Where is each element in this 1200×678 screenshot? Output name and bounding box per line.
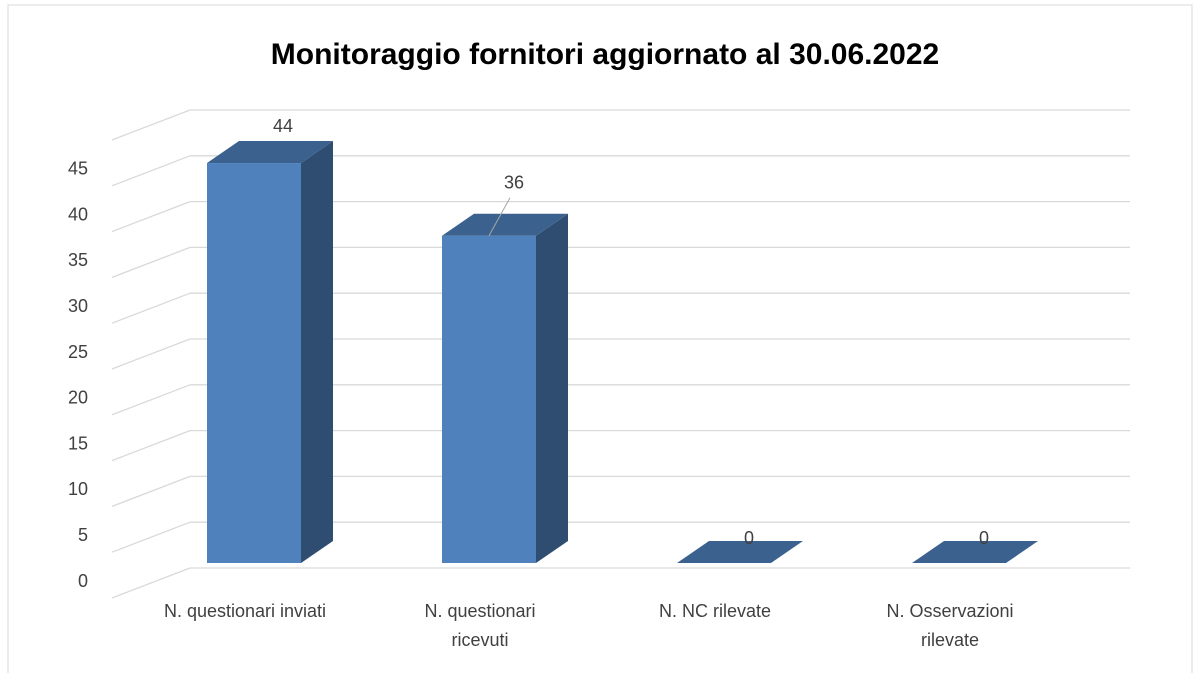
bar bbox=[912, 541, 1038, 563]
x-tick-label: N. questionari ricevuti bbox=[424, 601, 535, 650]
grid-line bbox=[111, 246, 191, 279]
grid-line bbox=[111, 429, 191, 462]
bar bbox=[442, 213, 568, 563]
bar-side bbox=[536, 213, 568, 563]
y-tick-label: 35 bbox=[68, 250, 88, 270]
y-tick-label: 40 bbox=[68, 204, 88, 224]
y-tick-label: 20 bbox=[68, 388, 88, 408]
grid-line bbox=[111, 475, 191, 508]
data-label: 0 bbox=[979, 528, 989, 548]
bar-side bbox=[301, 141, 333, 564]
data-label: 36 bbox=[504, 173, 524, 193]
chart-frame bbox=[7, 4, 1193, 678]
grid-line bbox=[111, 200, 191, 233]
grid-line bbox=[111, 384, 191, 416]
grid-line bbox=[111, 567, 191, 599]
y-tick-label: 5 bbox=[78, 525, 88, 545]
grid-line bbox=[111, 155, 191, 187]
data-label: 44 bbox=[273, 116, 293, 136]
y-tick-label: 10 bbox=[68, 479, 88, 499]
x-tick-label: N. questionari inviati bbox=[164, 601, 326, 621]
leader-line bbox=[488, 197, 511, 237]
x-tick-label: N. NC rilevate bbox=[659, 601, 771, 621]
y-tick-label: 25 bbox=[68, 342, 88, 362]
y-tick-label: 45 bbox=[68, 159, 88, 179]
grid-line bbox=[111, 109, 191, 141]
grid-line bbox=[111, 292, 191, 324]
y-tick-label: 0 bbox=[78, 571, 88, 591]
bar-front bbox=[207, 163, 301, 564]
bar bbox=[677, 541, 803, 563]
bar-top bbox=[912, 541, 1038, 563]
data-label: 0 bbox=[744, 528, 754, 548]
x-tick-label: N. Osservazioni rilevate bbox=[886, 601, 1013, 650]
bar-top bbox=[207, 141, 333, 164]
y-tick-label: 15 bbox=[68, 433, 88, 453]
bar-front bbox=[442, 235, 536, 563]
y-tick-label: 30 bbox=[68, 296, 88, 316]
grid-line bbox=[111, 521, 191, 553]
bar bbox=[207, 141, 333, 564]
grid-line bbox=[111, 338, 191, 370]
bar-top bbox=[442, 213, 568, 236]
chart-title: Monitoraggio fornitori aggiornato al 30.… bbox=[271, 38, 939, 71]
bar-top bbox=[677, 541, 803, 563]
